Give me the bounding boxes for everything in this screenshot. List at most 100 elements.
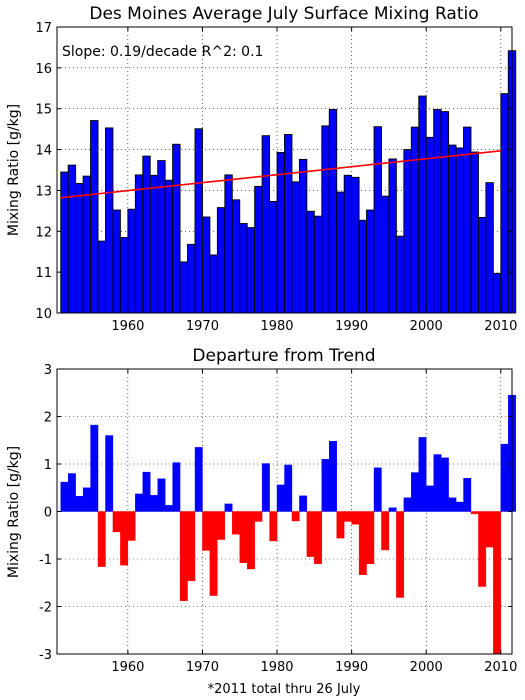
- bar-positive: [276, 484, 285, 512]
- bar: [343, 174, 353, 314]
- bar-positive: [440, 457, 449, 512]
- bar-positive: [329, 441, 337, 512]
- bar-negative: [112, 511, 121, 533]
- bar-negative: [470, 511, 479, 515]
- bar: [433, 109, 442, 314]
- departure-chart: Departure from Trend 1960 1970 1980 1990 200…: [6, 346, 517, 697]
- bar-negative: [187, 511, 196, 582]
- bar-negative: [396, 511, 405, 598]
- bar-negative: [209, 511, 218, 596]
- bar: [373, 126, 382, 314]
- bar-negative: [269, 511, 278, 542]
- bar-positive: [373, 467, 382, 512]
- bar: [149, 174, 159, 314]
- bar-negative: [247, 511, 255, 570]
- bar-negative: [291, 511, 300, 522]
- bar-positive: [261, 463, 270, 512]
- bar: [231, 199, 241, 314]
- x-tick-label: 2010: [484, 319, 517, 334]
- bar: [67, 164, 77, 314]
- bar: [291, 181, 300, 314]
- axes: 1960 1970 1980 1990 2000 2010 -3 -2 -1 0 1 2 3: [39, 363, 517, 675]
- bar: [172, 143, 181, 314]
- bar: [470, 151, 479, 314]
- bar: [455, 147, 464, 314]
- bar-negative: [314, 511, 322, 564]
- bar-negative: [239, 511, 248, 563]
- bar: [142, 155, 151, 314]
- bar: [492, 272, 502, 314]
- x-tick-label: 1960: [111, 319, 144, 334]
- bar: [224, 174, 233, 314]
- bar: [306, 210, 315, 314]
- bar-positive: [500, 443, 509, 512]
- bar: [157, 160, 166, 314]
- bar-positive: [67, 473, 76, 512]
- bar-negative: [306, 511, 315, 557]
- bar: [358, 219, 367, 314]
- bar-negative: [97, 511, 106, 567]
- y-axis-label: Mixing Ratio [g/kg]: [6, 446, 22, 578]
- bar-positive: [418, 437, 427, 512]
- bar-positive: [299, 495, 308, 512]
- bar: [485, 182, 494, 314]
- bar: [448, 144, 457, 314]
- bar-positive: [388, 507, 397, 512]
- bar-positive: [60, 481, 69, 512]
- bar: [119, 236, 129, 314]
- x-tick-label: 2000: [410, 319, 443, 334]
- x-axis-note: *2011 total thru 26 July: [208, 682, 361, 697]
- bar-positive: [284, 464, 293, 512]
- bar-positive: [224, 503, 233, 512]
- x-tick-label: 1970: [186, 319, 219, 334]
- y-tick-label: 12: [35, 225, 52, 240]
- chart-title: Departure from Trend: [192, 346, 375, 366]
- bar: [209, 254, 218, 314]
- slope-annotation: Slope: 0.19/decade R^2: 0.1: [62, 44, 263, 60]
- bar-positive: [403, 497, 412, 512]
- x-tick-label: 1990: [335, 660, 368, 675]
- bar-positive: [82, 487, 91, 512]
- bar: [194, 128, 203, 314]
- bar: [351, 176, 360, 314]
- bar: [134, 174, 144, 314]
- bar: [500, 93, 509, 314]
- bar-negative: [351, 511, 360, 525]
- bar: [216, 207, 226, 314]
- y-tick-label: -2: [39, 601, 52, 616]
- trend-line: [60, 150, 501, 199]
- bar-negative: [358, 511, 367, 575]
- bar: [254, 185, 263, 314]
- bar-negative: [127, 511, 136, 541]
- x-tick-label: 2010: [484, 660, 517, 675]
- bar: [313, 215, 323, 314]
- bar-positive: [105, 435, 114, 512]
- y-tick-label: 0: [44, 506, 52, 521]
- x-tick-label: 2000: [410, 660, 443, 675]
- plot-frame: [56, 26, 513, 314]
- bars: [60, 50, 517, 314]
- bar-negative: [366, 511, 375, 564]
- bar-positive: [455, 501, 464, 512]
- bar: [388, 158, 397, 314]
- bar: [395, 235, 405, 314]
- y-tick-label: 14: [35, 144, 52, 159]
- bar-positive: [433, 454, 442, 512]
- bar-positive: [164, 505, 173, 512]
- bar-positive: [90, 424, 99, 512]
- x-tick-label: 1990: [335, 319, 368, 334]
- bar-positive: [142, 471, 151, 512]
- bar: [381, 195, 390, 314]
- bar: [403, 149, 412, 314]
- bar-negative: [179, 511, 188, 602]
- y-tick-label: 13: [35, 184, 52, 199]
- y-tick-label: 17: [35, 21, 52, 36]
- bar-positive: [426, 485, 434, 512]
- bar: [187, 243, 196, 314]
- bar: [298, 158, 308, 314]
- bar: [276, 151, 285, 314]
- bar: [202, 216, 211, 314]
- bar-negative: [493, 511, 502, 655]
- y-tick-label: 10: [35, 307, 52, 322]
